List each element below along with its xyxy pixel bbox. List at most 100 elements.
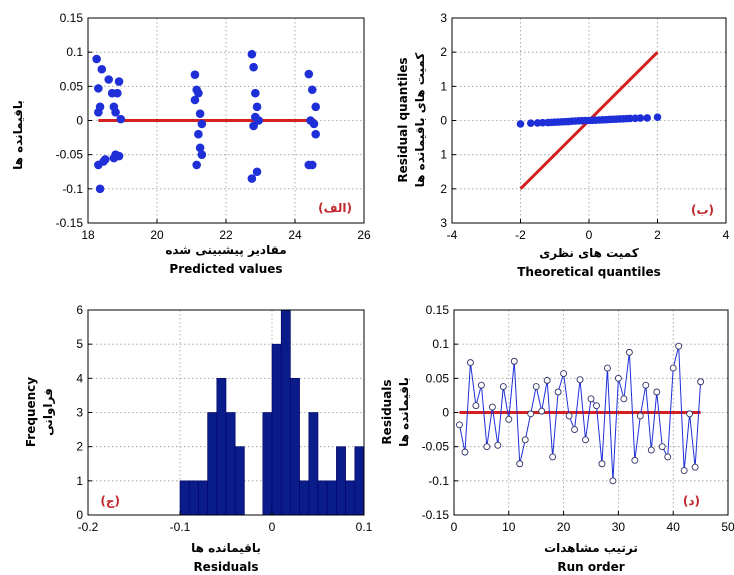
x-tick-label: 0 (451, 520, 458, 534)
y-tick-label: 2 (440, 182, 447, 196)
data-point (94, 84, 103, 93)
run-point (510, 357, 518, 365)
x-tick-label: 2 (654, 228, 661, 242)
run-point (532, 383, 540, 390)
panel-d-ylabel-fa: باقیمانده ها (397, 377, 411, 447)
panel-d-y-ticks: 0.15 0.1 0.05 0 -0.05 -0.1 -0.15 (422, 303, 458, 522)
run-point (642, 381, 650, 389)
panel-c-histogram: -0.2 -0.1 0 0.1 6 5 4 3 2 1 0 (ج) باقیمانده ها Re… (24, 303, 373, 574)
data-point (111, 108, 120, 117)
run-point (680, 467, 688, 475)
y-tick-label: 1 (440, 79, 447, 93)
run-point (697, 378, 705, 386)
data-point (252, 102, 262, 112)
y-tick-label: 3 (76, 406, 83, 420)
data-point (311, 102, 321, 112)
x-tick-label: 22 (219, 228, 233, 242)
run-point (461, 448, 469, 456)
data-point (92, 54, 101, 64)
run-point (658, 443, 666, 451)
panel-a-ylabel-fa: باقیمانده ها (11, 100, 25, 170)
data-point (94, 108, 103, 117)
histogram-bar (179, 480, 190, 516)
run-point (620, 395, 628, 403)
data-point (307, 85, 317, 95)
x-tick-label: 0.1 (356, 520, 373, 534)
histogram-bar (326, 480, 337, 516)
run-point (631, 456, 639, 464)
panel-c-tag: (ج) (100, 494, 120, 508)
data-point (194, 88, 203, 98)
run-point (499, 383, 507, 390)
panel-b-y-ticks: 3 2 1 0 1 2 3 (440, 11, 456, 230)
run-point (560, 370, 568, 377)
data-point (114, 151, 124, 161)
panel-d-ylabel-en: Residuals (380, 379, 394, 444)
run-point (466, 359, 474, 367)
run-point (527, 410, 535, 418)
y-tick-label: 1 (440, 148, 447, 162)
run-point (456, 421, 463, 429)
x-tick-label: -0.1 (170, 520, 191, 534)
panel-a-x-ticks: 18 20 22 24 26 (81, 219, 371, 242)
x-tick-label: 24 (288, 228, 302, 242)
data-point (311, 129, 321, 139)
data-point (197, 119, 207, 129)
y-tick-label: 2 (440, 45, 447, 59)
panel-d-x-ticks: 0 10 20 30 40 50 (451, 511, 734, 534)
panel-b-tag: (ب) (691, 203, 714, 217)
run-point (691, 463, 699, 471)
histogram-bar (207, 412, 218, 516)
panel-b-ylabel-fa: کمیت های باقیمانده ها (413, 53, 427, 188)
x-tick-label: 26 (357, 228, 371, 242)
y-tick-label: 0.1 (432, 337, 449, 351)
qq-point (636, 114, 645, 122)
run-point (505, 415, 513, 423)
y-tick-label: 1 (76, 474, 83, 488)
panel-c-xlabel-fa: باقیمانده ها (191, 541, 261, 555)
panel-d-xlabel-fa: ترتیب مشاهدات (544, 541, 638, 555)
x-tick-label: -0.2 (78, 520, 99, 534)
histogram-bar (317, 480, 328, 516)
data-point (309, 119, 319, 129)
y-tick-label: 0 (76, 114, 83, 128)
panel-c-y-ticks: 6 5 4 3 2 1 0 (76, 303, 92, 522)
histogram-bar (354, 446, 365, 516)
panel-b-xlabel-en: Theoretical quantiles (517, 265, 661, 279)
run-point (669, 364, 677, 372)
y-tick-label: 0.15 (60, 11, 84, 25)
panel-c-x-ticks: -0.2 -0.1 0 0.1 (78, 511, 373, 534)
x-tick-label: 20 (150, 228, 164, 242)
data-point (95, 184, 105, 194)
y-tick-label: 0.05 (60, 79, 84, 93)
histogram-bar (280, 309, 291, 516)
y-tick-label: 0.1 (66, 45, 83, 59)
y-tick-label: -0.1 (428, 474, 449, 488)
run-point (488, 403, 496, 411)
panel-d-run-order: 0 10 20 30 40 50 0.15 0.1 0.05 0 -0.05 -0.1 -0.15 (… (380, 303, 734, 574)
panel-a-tag: (الف) (318, 201, 352, 215)
run-point (472, 402, 480, 410)
run-point (521, 436, 529, 444)
y-tick-label: 2 (76, 440, 83, 454)
run-point (603, 364, 611, 372)
x-tick-label: 20 (557, 520, 571, 534)
qq-point (516, 120, 525, 128)
y-tick-label: -0.15 (422, 508, 450, 522)
panel-b-points (516, 113, 662, 128)
qq-point (526, 119, 535, 128)
panel-c-ylabel-fa: فراوانی (41, 388, 56, 436)
run-point (686, 410, 694, 418)
data-point (114, 77, 124, 86)
run-point (516, 460, 524, 468)
histogram-bar (225, 412, 236, 516)
x-tick-label: 40 (667, 520, 681, 534)
x-tick-label: -4 (447, 228, 458, 242)
run-point (614, 374, 622, 382)
y-tick-label: 5 (76, 337, 83, 351)
data-point (252, 167, 262, 177)
y-tick-label: -0.05 (56, 148, 84, 162)
data-point (251, 88, 260, 98)
x-tick-label: 0 (586, 228, 593, 242)
